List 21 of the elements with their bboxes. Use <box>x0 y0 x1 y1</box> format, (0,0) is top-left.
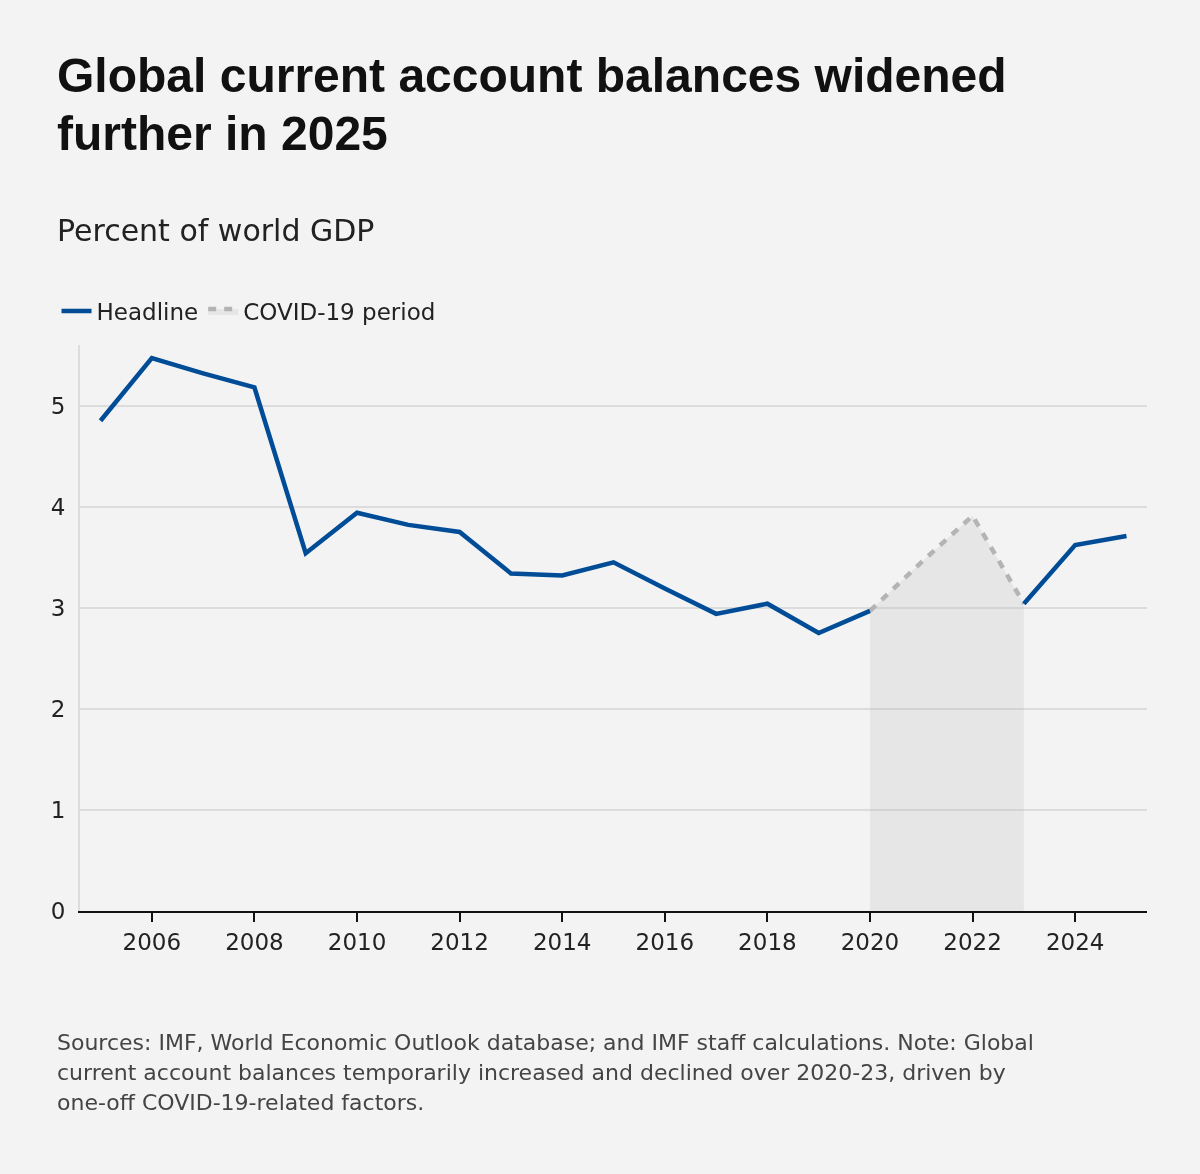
x-tick-label: 2022 <box>943 928 1002 955</box>
x-tick-label: 2008 <box>225 928 284 955</box>
legend-label: Headline <box>96 298 199 325</box>
x-tick-label: 2018 <box>738 928 797 955</box>
x-tick-label: 2020 <box>840 928 900 955</box>
x-tick-label: 2010 <box>327 928 387 955</box>
source-note: Sources: IMF, World Economic Outlook database; and IMF staff calculations. Note: Global current account balances temporarily increased and declined over 2020-23, driven by one-off COVID-19-related factors. <box>57 1029 1035 1117</box>
x-tick-label: 2012 <box>430 928 489 955</box>
y-tick-label: 2 <box>50 695 66 722</box>
x-tick-label: 2014 <box>532 928 592 955</box>
legend-label: COVID-19 period <box>243 298 436 325</box>
chart-title: Global current account balances widened further in 2025 <box>57 48 1008 162</box>
y-tick-label: 4 <box>50 493 66 520</box>
y-tick-label: 5 <box>50 392 66 419</box>
chart-subtitle: Percent of world GDP <box>57 213 375 248</box>
y-tick-label: 1 <box>50 796 66 823</box>
y-tick-label: 0 <box>50 898 66 925</box>
y-tick-label: 3 <box>50 594 66 621</box>
x-tick-label: 2006 <box>122 928 182 955</box>
x-tick-label: 2016 <box>635 928 695 955</box>
x-tick-label: 2024 <box>1045 928 1105 955</box>
